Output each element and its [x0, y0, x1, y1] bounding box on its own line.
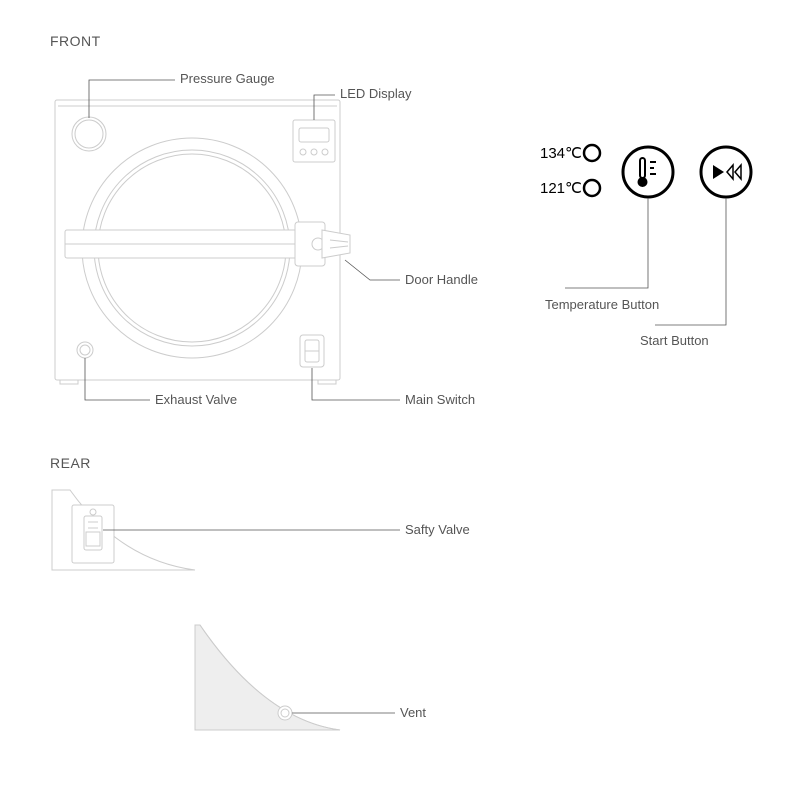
start-button-label: Start Button: [640, 333, 709, 348]
exhaust-valve-label: Exhaust Valve: [155, 392, 237, 407]
main-switch-label: Main Switch: [405, 392, 475, 407]
safety-valve-label: Safty Valve: [405, 522, 470, 537]
temperature-button-label: Temperature Button: [545, 297, 659, 312]
pressure-gauge-label: Pressure Gauge: [180, 71, 275, 86]
rear-bottom-view: [195, 625, 340, 730]
rear-section-title: REAR: [50, 455, 91, 471]
temp-134-label: 134℃: [540, 144, 582, 162]
diagram-svg: [0, 0, 800, 800]
vent-label: Vent: [400, 705, 426, 720]
door-handle-label: Door Handle: [405, 272, 478, 287]
control-panel-icons: [584, 145, 751, 197]
led-display-label: LED Display: [340, 86, 412, 101]
temp-121-label: 121℃: [540, 179, 582, 197]
front-device: [55, 100, 350, 384]
